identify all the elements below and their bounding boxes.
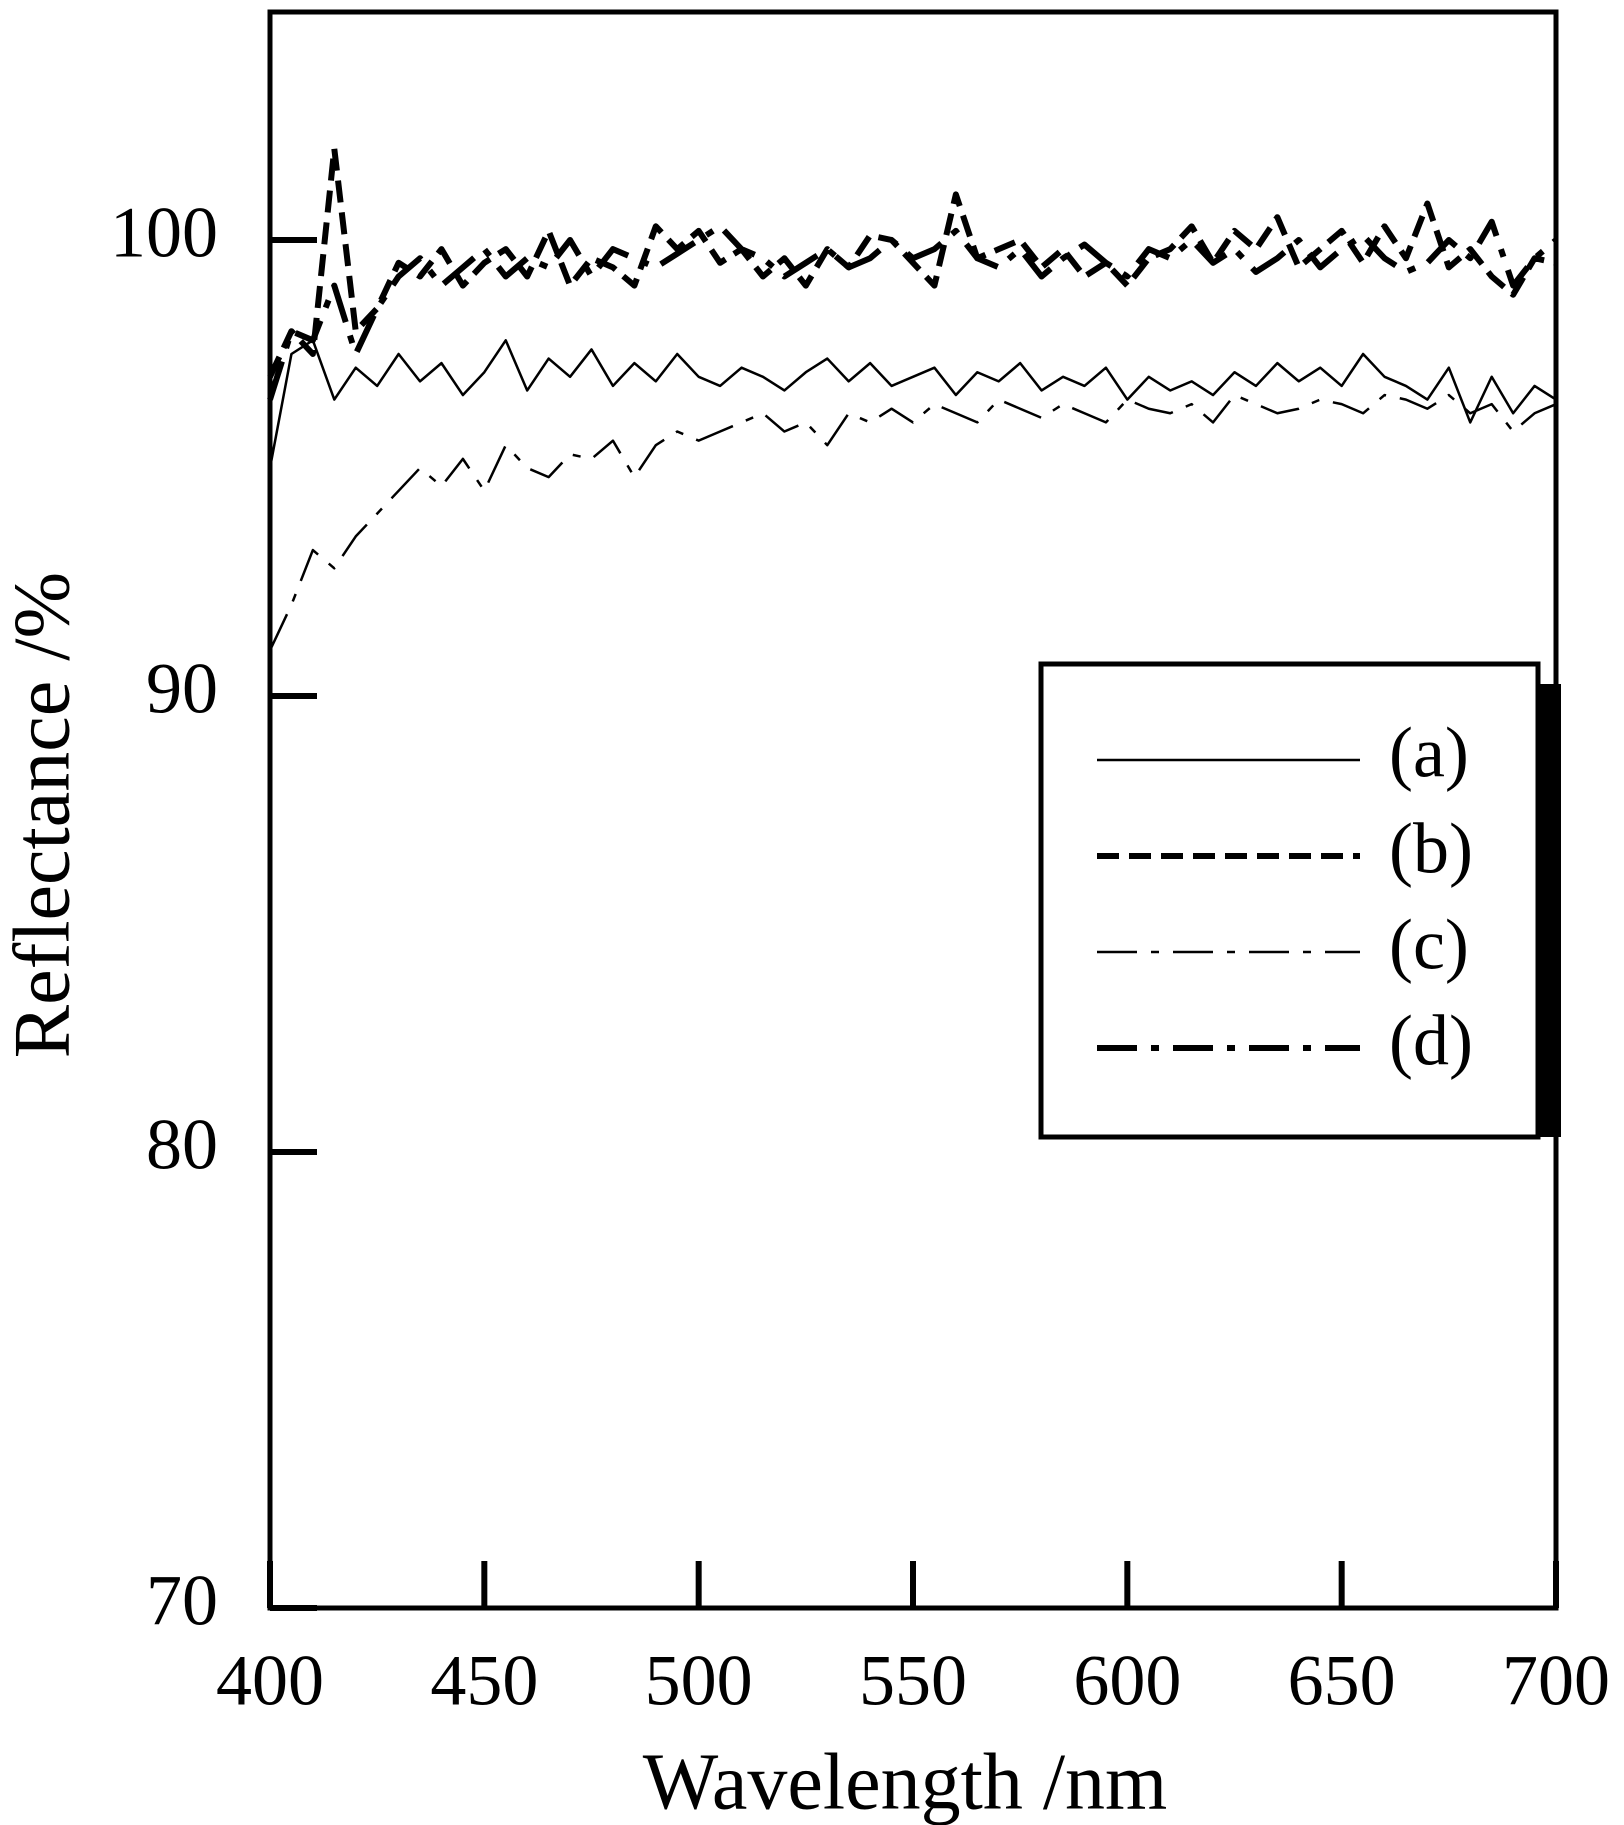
data-line (267, 145, 1557, 379)
data-line (268, 339, 1557, 469)
y-tick-label: 70 (146, 1561, 218, 1641)
legend-box (1038, 661, 1541, 1140)
legend-label: (d) (1389, 1001, 1473, 1081)
x-tick-label: 600 (1073, 1641, 1181, 1721)
legend-label: (c) (1389, 905, 1469, 985)
y-tick-label: 90 (146, 649, 218, 729)
x-tick-label: 650 (1288, 1641, 1396, 1721)
x-tick-label: 400 (216, 1641, 324, 1721)
x-axis-title: Wavelength /nm (643, 1738, 1168, 1825)
x-tick-label: 450 (430, 1641, 538, 1721)
y-tick-label: 100 (110, 193, 218, 273)
legend-label: (b) (1389, 809, 1473, 889)
data-line (267, 218, 1558, 401)
x-tick-label: 700 (1502, 1641, 1610, 1721)
data-line (268, 393, 1557, 651)
y-axis-title: Reflectance /% (0, 572, 86, 1058)
x-tick-label: 550 (859, 1641, 967, 1721)
x-tick-label: 500 (645, 1641, 753, 1721)
y-tick-label: 80 (146, 1105, 218, 1185)
legend-label: (a) (1389, 713, 1469, 793)
